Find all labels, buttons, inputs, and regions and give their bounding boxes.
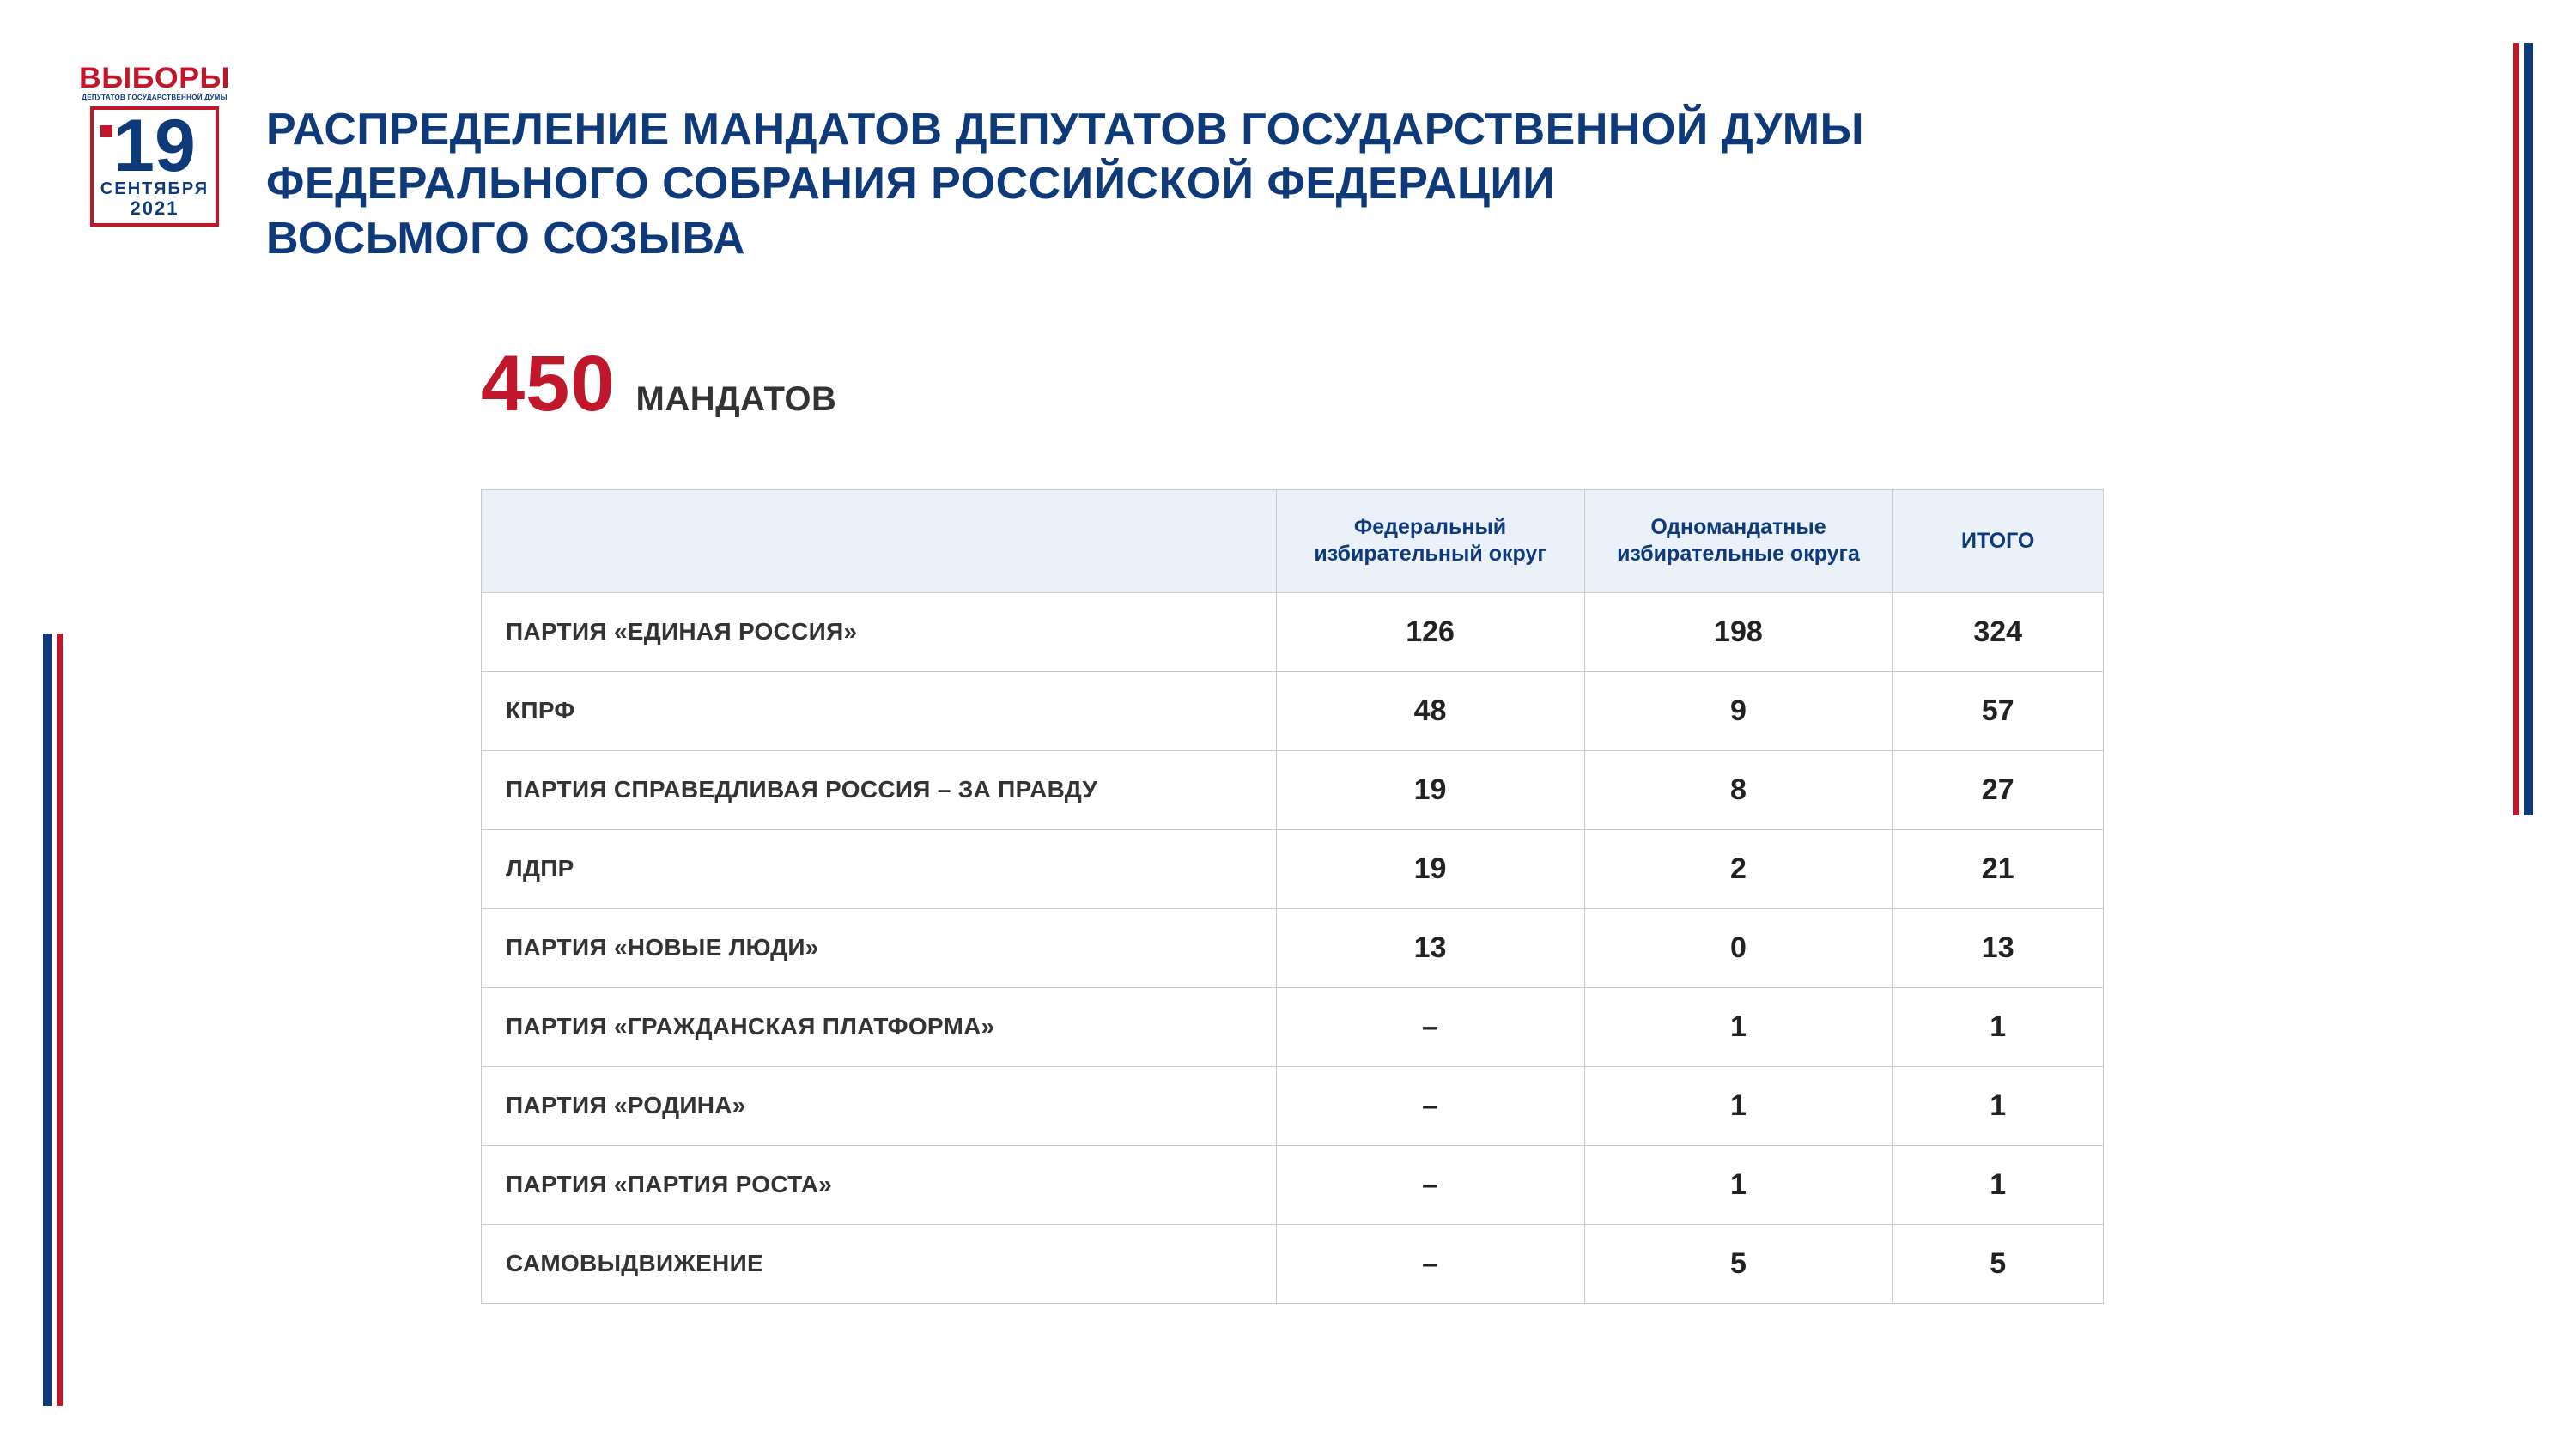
col-header-party [482,490,1277,593]
cell-federal: 19 [1276,829,1584,908]
cell-total: 13 [1893,908,2104,987]
cell-single: 198 [1584,592,1893,671]
cell-single: 0 [1584,908,1893,987]
election-logo: ВЫБОРЫ ДЕПУТАТОВ ГОСУДАРСТВЕННОЙ ДУМЫ 19… [77,62,232,227]
cell-party: ПАРТИЯ «ПАРТИЯ РОСТА» [482,1145,1277,1224]
page-title: РАСПРЕДЕЛЕНИЕ МАНДАТОВ ДЕПУТАТОВ ГОСУДАР… [266,103,2456,266]
cell-party: ЛДПР [482,829,1277,908]
cell-total: 324 [1893,592,2104,671]
cell-total: 1 [1893,1066,2104,1145]
cell-single: 1 [1584,987,1893,1066]
mandates-summary: 450 МАНДАТОВ [481,339,836,429]
cell-federal: 13 [1276,908,1584,987]
mandates-table-wrap: Федеральный избирательный округ Одноманд… [481,489,2104,1304]
table-row: ПАРТИЯ «ГРАЖДАНСКАЯ ПЛАТФОРМА»–11 [482,987,2104,1066]
cell-total: 5 [1893,1224,2104,1303]
cell-federal: – [1276,1224,1584,1303]
table-row: ПАРТИЯ «ЕДИНАЯ РОССИЯ»126198324 [482,592,2104,671]
decor-bar-bottom-left-red [57,634,63,1406]
title-line-3: ВОСЬМОГО СОЗЫВА [266,212,2456,266]
table-row: САМОВЫДВИЖЕНИЕ–55 [482,1224,2104,1303]
table-row: ПАРТИЯ «НОВЫЕ ЛЮДИ»13013 [482,908,2104,987]
cell-total: 57 [1893,671,2104,750]
cell-total: 21 [1893,829,2104,908]
table-row: ЛДПР19221 [482,829,2104,908]
cell-party: КПРФ [482,671,1277,750]
cell-federal: 126 [1276,592,1584,671]
cell-federal: 48 [1276,671,1584,750]
table-header-row: Федеральный избирательный округ Одноманд… [482,490,2104,593]
mandates-label: МАНДАТОВ [636,380,837,419]
decor-bar-top-right-red [2513,43,2519,815]
table-row: ПАРТИЯ СПРАВЕДЛИВАЯ РОССИЯ – ЗА ПРАВДУ19… [482,750,2104,829]
logo-date-box: 19 СЕНТЯБРЯ 2021 [90,106,219,227]
cell-federal: – [1276,987,1584,1066]
mandates-number: 450 [481,339,616,429]
cell-total: 1 [1893,987,2104,1066]
logo-day: 19 [94,115,216,178]
cell-party: ПАРТИЯ «ГРАЖДАНСКАЯ ПЛАТФОРМА» [482,987,1277,1066]
title-line-1: РАСПРЕДЕЛЕНИЕ МАНДАТОВ ДЕПУТАТОВ ГОСУДАР… [266,103,2456,157]
logo-word: ВЫБОРЫ [74,62,236,95]
cell-party: ПАРТИЯ «НОВЫЕ ЛЮДИ» [482,908,1277,987]
table-row: ПАРТИЯ «ПАРТИЯ РОСТА»–11 [482,1145,2104,1224]
table-row: КПРФ48957 [482,671,2104,750]
cell-party: САМОВЫДВИЖЕНИЕ [482,1224,1277,1303]
table-body: ПАРТИЯ «ЕДИНАЯ РОССИЯ»126198324КПРФ48957… [482,592,2104,1303]
mandates-table: Федеральный избирательный округ Одноманд… [481,489,2104,1304]
logo-year: 2021 [94,197,216,220]
decor-bar-bottom-left-blue [43,634,52,1406]
cell-single: 1 [1584,1145,1893,1224]
cell-single: 2 [1584,829,1893,908]
cell-party: ПАРТИЯ СПРАВЕДЛИВАЯ РОССИЯ – ЗА ПРАВДУ [482,750,1277,829]
cell-federal: 19 [1276,750,1584,829]
cell-single: 1 [1584,1066,1893,1145]
cell-federal: – [1276,1145,1584,1224]
cell-party: ПАРТИЯ «РОДИНА» [482,1066,1277,1145]
cell-total: 27 [1893,750,2104,829]
cell-single: 9 [1584,671,1893,750]
col-header-federal: Федеральный избирательный округ [1276,490,1584,593]
decor-bar-top-right-blue [2524,43,2533,815]
cell-single: 8 [1584,750,1893,829]
cell-federal: – [1276,1066,1584,1145]
cell-total: 1 [1893,1145,2104,1224]
col-header-single: Одномандатные избирательные округа [1584,490,1893,593]
cell-single: 5 [1584,1224,1893,1303]
col-header-total: ИТОГО [1893,490,2104,593]
title-line-2: ФЕДЕРАЛЬНОГО СОБРАНИЯ РОССИЙСКОЙ ФЕДЕРАЦ… [266,157,2456,211]
cell-party: ПАРТИЯ «ЕДИНАЯ РОССИЯ» [482,592,1277,671]
table-row: ПАРТИЯ «РОДИНА»–11 [482,1066,2104,1145]
